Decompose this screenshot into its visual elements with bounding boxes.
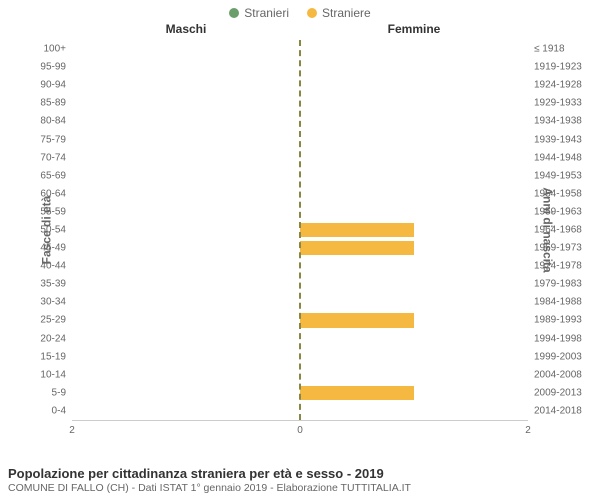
birth-year-tick: 1934-1938 [528,116,582,127]
chart-area: Maschi Femmine Fasce di età Anni di nasc… [72,40,528,420]
bar-female [300,223,414,237]
age-tick: 70-74 [40,152,72,163]
legend-dot-female [307,8,317,18]
age-tick: 30-34 [40,297,72,308]
bar-female [300,386,414,400]
x-tick: 2 [525,425,531,436]
age-tick: 95-99 [40,62,72,73]
birth-year-tick: 1999-2003 [528,351,582,362]
chart-title: Popolazione per cittadinanza straniera p… [8,466,592,481]
age-tick: 90-94 [40,80,72,91]
age-tick: 85-89 [40,98,72,109]
age-tick: 60-64 [40,188,72,199]
age-tick: 75-79 [40,134,72,145]
birth-year-tick: 1944-1948 [528,152,582,163]
birth-year-tick: 1969-1973 [528,243,582,254]
x-axis: 202 [72,420,528,421]
birth-year-tick: ≤ 1918 [528,44,565,55]
age-tick: 80-84 [40,116,72,127]
age-tick: 100+ [43,44,72,55]
chart-subtitle: COMUNE DI FALLO (CH) - Dati ISTAT 1° gen… [8,482,592,494]
age-tick: 65-69 [40,170,72,181]
birth-year-tick: 1954-1958 [528,188,582,199]
birth-year-tick: 1979-1983 [528,279,582,290]
age-tick: 20-24 [40,333,72,344]
birth-year-tick: 1964-1968 [528,224,582,235]
age-tick: 45-49 [40,243,72,254]
birth-year-tick: 1939-1943 [528,134,582,145]
legend-item-male: Stranieri [229,6,289,20]
age-tick: 0-4 [52,405,72,416]
footer: Popolazione per cittadinanza straniera p… [8,466,592,494]
age-tick: 15-19 [40,351,72,362]
header-male: Maschi [166,22,207,36]
legend-label-male: Stranieri [244,6,289,20]
legend-dot-male [229,8,239,18]
age-tick: 50-54 [40,224,72,235]
bar-female [300,241,414,255]
age-tick: 10-14 [40,369,72,380]
birth-year-tick: 1949-1953 [528,170,582,181]
age-tick: 35-39 [40,279,72,290]
legend-label-female: Straniere [322,6,371,20]
birth-year-tick: 2009-2013 [528,387,582,398]
x-tick: 0 [297,425,303,436]
birth-year-tick: 1974-1978 [528,261,582,272]
birth-year-tick: 2004-2008 [528,369,582,380]
age-tick: 5-9 [52,387,72,398]
birth-year-tick: 1924-1928 [528,80,582,91]
birth-year-tick: 1929-1933 [528,98,582,109]
birth-year-tick: 1984-1988 [528,297,582,308]
legend: Stranieri Straniere [0,0,600,20]
age-tick: 55-59 [40,206,72,217]
x-tick: 2 [69,425,75,436]
birth-year-tick: 1959-1963 [528,206,582,217]
birth-year-tick: 1919-1923 [528,62,582,73]
center-divider [299,40,301,420]
birth-year-tick: 2014-2018 [528,405,582,416]
age-tick: 25-29 [40,315,72,326]
bar-female [300,313,414,327]
header-female: Femmine [388,22,441,36]
birth-year-tick: 1994-1998 [528,333,582,344]
legend-item-female: Straniere [307,6,371,20]
birth-year-tick: 1989-1993 [528,315,582,326]
age-tick: 40-44 [40,261,72,272]
